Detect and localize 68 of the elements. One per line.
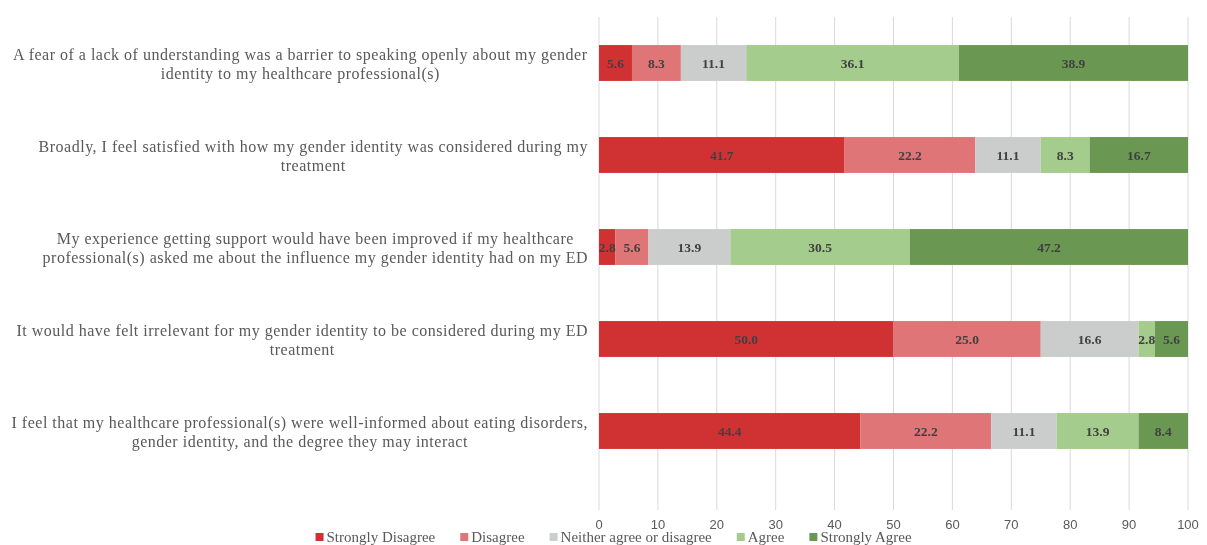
data-label: 50.0 [734,331,759,347]
y-tick-label: Broadly, I feel satisfied with how my gender identity was considered during my treatment [38,137,588,173]
legend-label: Strongly Agree [820,529,912,545]
data-label: 8.3 [1056,147,1074,163]
data-label: 22.2 [914,423,938,439]
x-tick-label: 0 [595,517,603,532]
bar [599,45,632,81]
data-label: 16.6 [1077,331,1102,347]
data-label: 13.9 [677,239,702,255]
bar [975,137,1041,173]
data-label: 5.6 [623,239,641,255]
y-tick-label: My experience getting support would have been improved if my healthcare professional(s) asked me about the influence my gender identity had on my ED [42,229,588,266]
y-tick-label: A fear of a lack of understanding was a barrier to speaking openly about my gender identity to my healthcare professional(s) [12,45,588,82]
x-tick-label: 60 [945,517,960,532]
data-label: 25.0 [955,331,980,347]
legend-label: Strongly Disagree [326,529,436,545]
bar [648,229,731,265]
bar [599,137,845,173]
legend-label: Agree [747,529,785,545]
x-tick-label: 100 [1177,517,1199,532]
bar [844,137,976,173]
bar [730,229,910,265]
data-label: 41.7 [709,147,734,163]
data-label: 36.1 [840,55,865,71]
data-label: 8.3 [647,55,666,71]
data-label: 30.5 [808,239,833,255]
data-label: 5.6 [1163,331,1181,347]
data-label: 13.9 [1085,423,1110,439]
bar [1138,413,1188,449]
x-tick-label: 30 [768,517,783,532]
x-tick-label: 70 [1004,517,1019,532]
bar [958,45,1188,81]
x-tick-label: 20 [709,517,725,532]
bar [1089,137,1188,173]
data-label: 8.4 [1154,423,1172,439]
legend-label: Neither agree or disagree [560,529,713,545]
bar [746,45,959,81]
data-label: 44.4 [717,423,742,439]
bar [893,321,1041,357]
bar [1155,321,1188,357]
bar [860,413,992,449]
bar [599,321,894,357]
data-label: 11.1 [702,55,726,71]
bar [615,229,649,265]
x-tick-label: 80 [1062,517,1078,532]
bar [1040,137,1090,173]
x-tick-label: 90 [1121,517,1137,532]
y-tick-label: I feel that my healthcare professional(s) were well-informed about eating disorders, gender identity, and the degree they may interact [11,413,588,450]
y-tick-label: It would have felt irrelevant for my gender identity to be considered during my ED treatment [16,321,588,357]
x-tick-label: 10 [650,517,666,532]
bar [991,413,1057,449]
bar [1040,321,1139,357]
bar [599,413,861,449]
data-label: 11.1 [996,147,1020,163]
x-tick-label: 50 [886,517,901,532]
bar [909,229,1188,265]
data-label: 16.7 [1127,147,1151,163]
data-label: 11.1 [1012,423,1036,439]
data-label: 38.9 [1061,55,1086,71]
data-label: 22.2 [898,147,923,163]
data-label: 5.6 [607,55,625,71]
legend-label: Disagree [471,529,525,545]
data-label: 47.2 [1037,239,1062,255]
data-label: 2.8 [1138,331,1156,347]
bar [680,45,747,81]
x-tick-label: 40 [827,517,842,532]
bar [631,45,681,81]
bar [1056,413,1139,449]
